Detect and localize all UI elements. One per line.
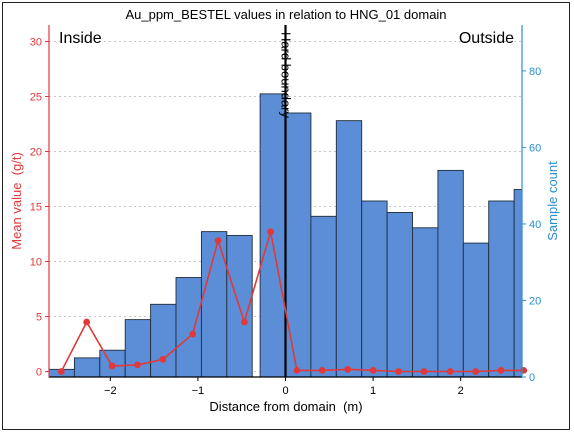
right-y-tick-label: 60	[529, 142, 541, 154]
histogram-bar	[437, 169, 464, 378]
histogram-bar	[513, 189, 523, 378]
boundary-layer: Hard boundary	[279, 25, 294, 377]
x-tick-label: −1	[192, 385, 205, 397]
chart-title: Au_ppm_BESTEL values in relation to HNG_…	[125, 7, 446, 22]
left-y-tick-label: 25	[30, 92, 42, 104]
mean-value-point	[189, 330, 197, 338]
histogram-bar	[488, 200, 515, 378]
mean-value-point	[57, 368, 65, 375]
histogram-bar	[285, 112, 312, 378]
mean-value-point	[267, 228, 275, 236]
left-y-tick-label: 5	[36, 312, 42, 324]
mean-value-point	[520, 367, 528, 374]
x-tick-label: 1	[370, 385, 376, 397]
left-y-tick-label: 15	[30, 202, 42, 214]
inside-annotation: Inside	[59, 30, 102, 47]
mean-value-point	[497, 367, 505, 374]
right-y-tick-label: 20	[529, 295, 541, 307]
x-axis-label: Distance from domain (m)	[209, 399, 362, 414]
mean-value-point	[240, 318, 248, 326]
left-y-tick-label: 30	[30, 37, 42, 49]
mean-value-point	[369, 367, 377, 374]
histogram-bar	[386, 212, 413, 378]
mean-value-point	[108, 362, 116, 370]
mean-value-point	[446, 368, 454, 375]
x-tick-label: 0	[282, 385, 288, 397]
mean-value-point	[472, 368, 479, 375]
histogram-bar	[175, 277, 202, 378]
mean-value-point	[318, 367, 326, 374]
left-axis-label: Mean value (g/t)	[9, 152, 24, 250]
histogram-bar	[73, 357, 101, 378]
right-y-tick-label: 80	[529, 66, 541, 78]
histogram-bar	[150, 303, 177, 378]
right-y-tick-label: 0	[529, 372, 535, 384]
histogram-bars	[48, 93, 523, 378]
histogram-bar	[462, 242, 490, 378]
x-tick-label: 2	[458, 385, 464, 397]
mean-value-point	[293, 367, 301, 374]
mean-value-point	[344, 365, 352, 373]
histogram-bar	[412, 227, 439, 378]
histogram-bar	[335, 120, 363, 378]
left-y-tick-label: 10	[30, 257, 42, 269]
mean-value-point	[395, 368, 402, 375]
right-axis-label: Sample count	[545, 161, 560, 241]
left-y-tick-label: 20	[30, 147, 42, 159]
right-y-tick-label: 40	[529, 219, 541, 231]
histogram-bar	[310, 215, 337, 378]
mean-value-point	[83, 318, 91, 326]
left-y-tick-label: 0	[36, 367, 42, 379]
mean-value-point	[214, 237, 222, 245]
outside-annotation: Outside	[459, 30, 514, 47]
mean-value-point	[159, 356, 167, 363]
mean-value-series	[57, 228, 528, 375]
mean-value-point	[134, 361, 141, 369]
histogram-bar	[259, 93, 286, 378]
histogram-bar	[361, 200, 388, 378]
x-tick-label: −2	[104, 385, 117, 397]
mean-value-point	[420, 368, 428, 375]
hard-boundary-label: Hard boundary	[279, 32, 294, 118]
histogram-bar	[124, 319, 152, 378]
